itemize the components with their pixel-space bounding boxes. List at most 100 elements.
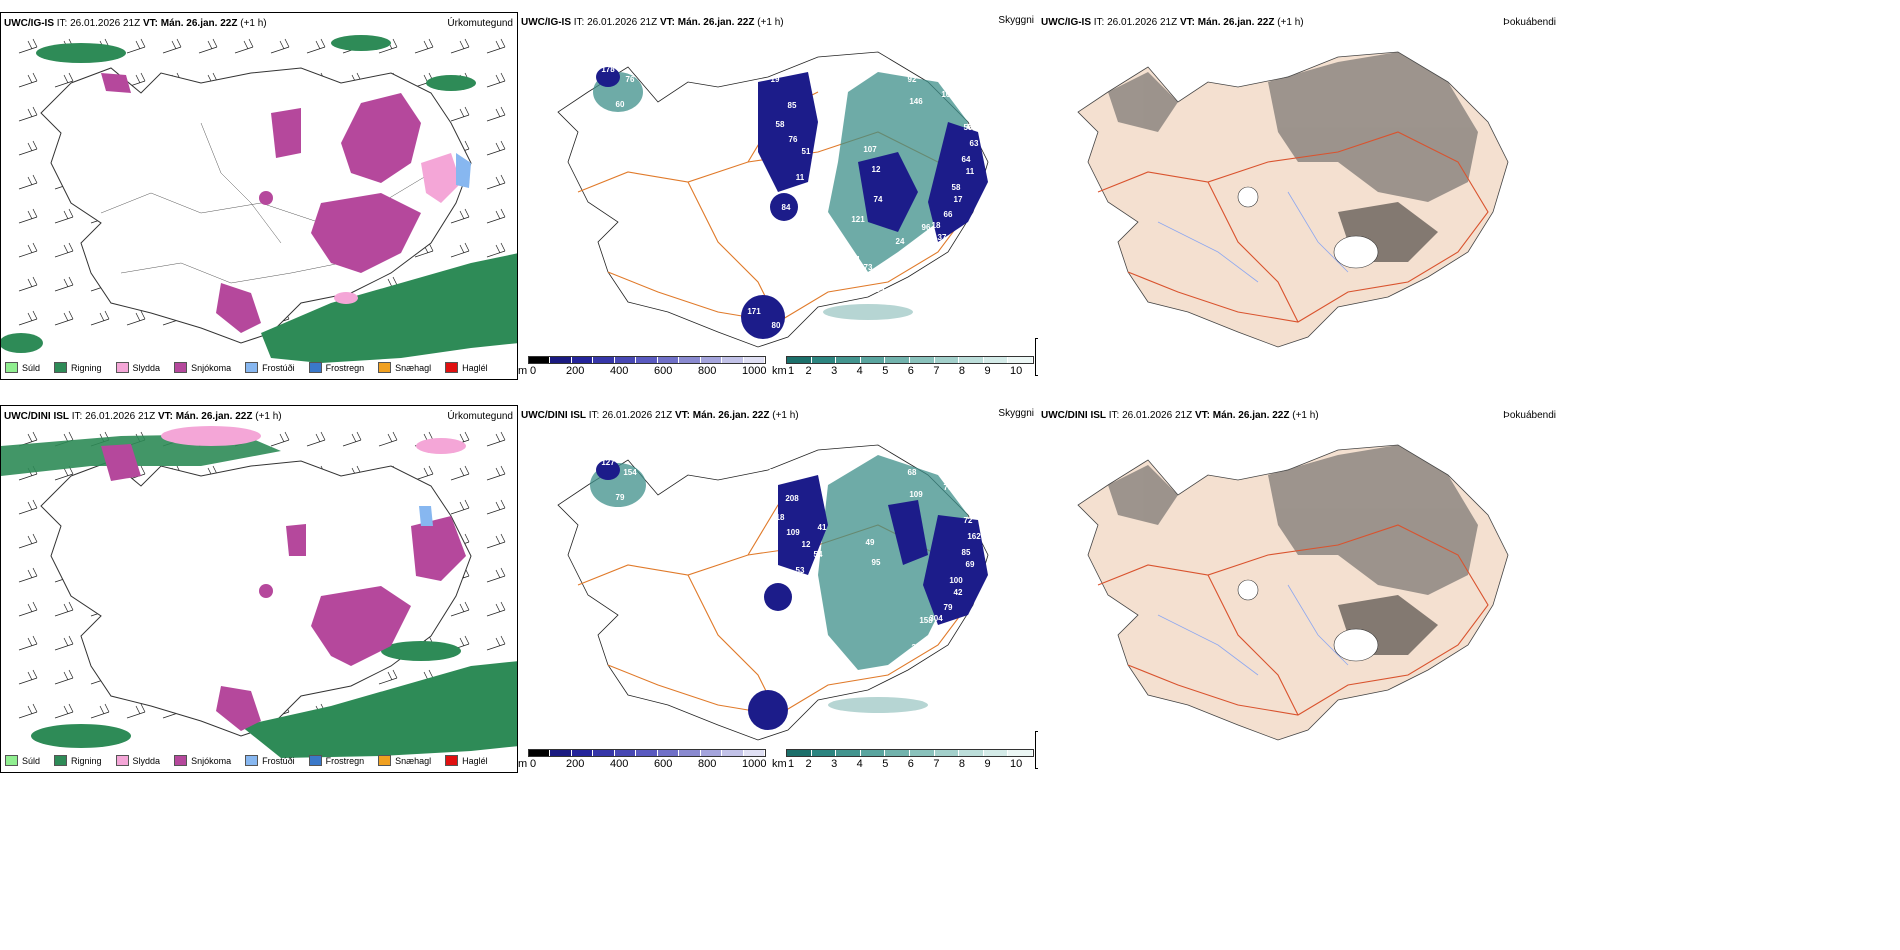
- cloud-base-value: 11: [796, 173, 805, 182]
- wind-barb: [54, 635, 74, 651]
- wind-barb: [18, 310, 38, 326]
- wind-barb: [486, 140, 506, 156]
- colorbar-segment: [836, 750, 861, 756]
- colorbar-segment: [722, 750, 744, 756]
- colorbar-segment: [860, 357, 886, 363]
- colorbar-tick: 3: [831, 365, 838, 377]
- wind-barb: [414, 38, 434, 54]
- legend-label: Rigning: [71, 362, 102, 373]
- cloud-base-value: 85: [962, 548, 971, 557]
- colorbar-tick: 7: [933, 758, 940, 770]
- legend-label: Slydda: [132, 362, 161, 373]
- visibility-ramp: [786, 356, 1034, 364]
- colorbar-tick: 200: [566, 365, 585, 377]
- colorbar-segment: [722, 357, 744, 363]
- sleet-areas: [334, 153, 461, 304]
- panel-title: UWC/IG-IS IT: 26.01.2026 21Z VT: Mán. 26…: [1041, 17, 1304, 28]
- cloud-base-value: 102: [811, 157, 825, 166]
- wind-barb: [90, 703, 110, 719]
- wind-barb: [54, 669, 74, 685]
- legend-label: Súld: [22, 755, 41, 766]
- wind-barb: [486, 208, 506, 224]
- cloud-base-value: 53: [796, 566, 805, 575]
- freezing-drizzle-areas: [456, 153, 471, 188]
- iceland-outline: [40, 460, 472, 737]
- cloud-base-value: 107: [863, 145, 877, 154]
- glacier: [1237, 186, 1259, 208]
- colorbar-tick: 600: [654, 365, 673, 377]
- colorbar-tick: 600: [654, 758, 673, 770]
- precip-map-1: [1, 35, 517, 363]
- legend-swatch: [115, 362, 129, 373]
- fog-title: Þokuábendi: [1503, 17, 1556, 28]
- cloudbase-colorbar: m 0 200 400 600 800 1000: [518, 749, 768, 770]
- wind-barb: [162, 38, 182, 54]
- fog-map-2: [1077, 444, 1509, 741]
- fog-key: 060: [1035, 731, 1038, 769]
- cloud-base-value: 58: [952, 183, 961, 192]
- cloud-base-value: 18: [776, 513, 785, 522]
- cloud-base-value: 76: [626, 75, 635, 84]
- wind-barb: [450, 242, 470, 258]
- cloudbase-unit: m: [518, 365, 528, 377]
- cloud-base-values: 178 76 60 47 19 63 85 58 76 51 79 102 11 168 107 12 92 16…: [601, 57, 979, 330]
- wind-barb: [18, 106, 38, 122]
- wind-barb: [270, 38, 290, 54]
- legend-item: Snjókoma: [174, 755, 231, 766]
- visibility-title: Skyggni: [998, 15, 1034, 26]
- cloud-base-value: 87: [746, 490, 755, 499]
- colorbar-segment: [550, 357, 572, 363]
- cloud-base-value: 54: [814, 550, 823, 559]
- wind-barb: [54, 601, 74, 617]
- panel-title: UWC/DINI ISL IT: 26.01.2026 21Z VT: Mán.…: [4, 411, 282, 422]
- road-network: [1097, 131, 1489, 323]
- cloud-base-value: 42: [954, 588, 963, 597]
- cloud-base-value: 17: [954, 195, 963, 204]
- colorbar-tick: 800: [698, 365, 717, 377]
- cloud-base-value: 161: [937, 75, 951, 84]
- wind-barb: [378, 669, 398, 685]
- cloud-base-value: 100: [949, 576, 963, 585]
- colorbar-segment: [679, 750, 701, 756]
- wind-barb: [486, 465, 506, 481]
- colorbar-tick: 5: [882, 758, 889, 770]
- wind-barb: [18, 533, 38, 549]
- legend-swatch: [308, 755, 322, 766]
- legend-item: Haglél: [445, 755, 488, 766]
- cloud-base-value: 37: [938, 233, 947, 242]
- cloud-base-value: 79: [944, 603, 953, 612]
- cloud-base-value: 19: [771, 75, 780, 84]
- legend-item: Snjókoma: [174, 362, 231, 373]
- wind-barb: [18, 499, 38, 515]
- wind-barb: [126, 310, 146, 326]
- cloudbase-colorbar: m 0 200 400 600 800 1000: [518, 356, 768, 377]
- colorbar-segment: [743, 357, 765, 363]
- colorbar-segment: [614, 357, 637, 363]
- colorbar-segment: [787, 750, 812, 756]
- wind-barb: [234, 38, 254, 54]
- cloud-base-value: 92: [908, 75, 917, 84]
- wind-barb: [450, 208, 470, 224]
- wind-barb: [18, 72, 38, 88]
- cloud-base-value: 11: [966, 167, 975, 176]
- wind-barb: [486, 601, 506, 617]
- visibility-ramp: [786, 749, 1034, 757]
- cloud-base-value: 97: [961, 493, 970, 502]
- cloud-base-value: 12: [894, 263, 903, 272]
- wind-barb: [306, 38, 326, 54]
- visibility-title: Skyggni: [998, 408, 1034, 419]
- rivers: [1157, 584, 1349, 676]
- colorbar-tick: 4: [856, 758, 863, 770]
- cloud-base-value: 34: [912, 643, 921, 652]
- wind-barb: [414, 465, 434, 481]
- colorbar-tick: 9: [984, 365, 991, 377]
- cloud-base-value: 63: [819, 57, 828, 66]
- legend-swatch: [308, 362, 322, 373]
- cloud-base-value: 98: [928, 636, 937, 645]
- wind-barb: [54, 72, 74, 88]
- colorbar-segment: [571, 357, 594, 363]
- visibility-colorbar: km 1 2 3 4 5 6 7 8 9 10: [772, 749, 1034, 770]
- glacier: [1333, 235, 1379, 269]
- colorbar-segment: [811, 750, 837, 756]
